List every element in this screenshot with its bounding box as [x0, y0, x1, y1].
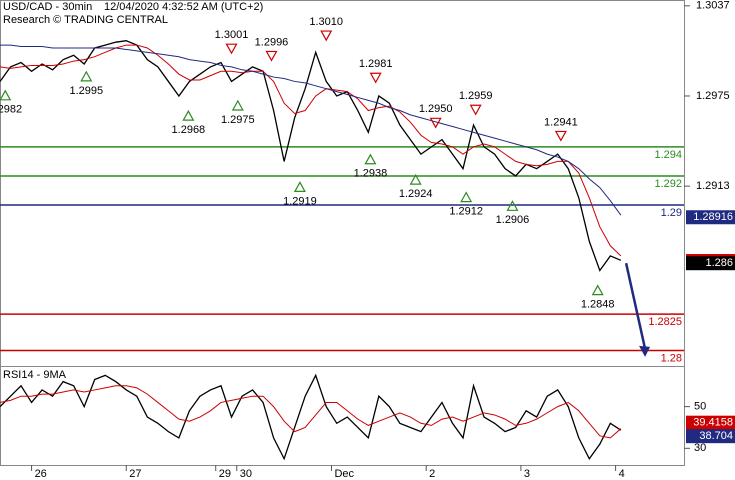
price-tag-label: 1.286: [705, 257, 733, 269]
marker-label: 1.2981: [359, 58, 393, 70]
series-line: [0, 44, 622, 257]
series-line: [0, 40, 622, 272]
level-label: 1.28: [661, 352, 682, 364]
y-tick-label: 50: [694, 401, 706, 413]
low-marker: [506, 200, 519, 211]
level-label: 1.29: [661, 207, 682, 219]
marker-label: 1.3001: [215, 29, 249, 41]
low-marker: [80, 70, 93, 82]
chart-title: USD/CAD - 30min: [3, 1, 92, 13]
x-tick-label: 26: [35, 468, 47, 480]
x-tick-label: 3: [524, 468, 530, 480]
low-marker: [460, 191, 473, 203]
series-line: [0, 44, 622, 216]
rsi-tag-label: 38.704: [699, 430, 733, 442]
marker-label: 1.2975: [221, 114, 255, 126]
timestamp: 12/04/2020 4:32:52 AM (UTC+2): [104, 1, 263, 13]
rsi-tag-label: 39.4158: [693, 417, 733, 429]
level-label: 1.2825: [648, 316, 682, 328]
forecast-arrowhead: [639, 345, 651, 357]
y-tick-label: 1.2913: [696, 180, 730, 192]
marker-label: 1.2919: [283, 195, 317, 207]
y-tick-label: 1.3037: [696, 0, 730, 12]
level-label: 1.294: [654, 149, 682, 161]
high-marker: [429, 117, 442, 129]
marker-label: 1.2848: [581, 299, 615, 311]
price-tag: [686, 210, 735, 225]
marker-label: 1.2912: [449, 205, 483, 217]
marker-label: 1.2941: [544, 116, 578, 128]
high-marker: [369, 72, 382, 84]
marker-label: 1.2950: [419, 103, 453, 115]
low-marker: [182, 109, 195, 121]
low-marker: [364, 153, 377, 165]
low-marker: [231, 99, 244, 111]
price-tag-label: 1.28916: [693, 211, 733, 223]
y-tick-label: 1.2975: [696, 90, 730, 102]
rsi-tag: [686, 429, 735, 444]
marker-label: 1.2924: [399, 188, 433, 200]
high-marker: [554, 130, 567, 142]
marker-label: 1.2995: [69, 85, 103, 97]
marker-label: 1.3010: [309, 16, 343, 28]
x-tick-label: 2: [429, 468, 435, 480]
marker-label: 1.2906: [496, 214, 530, 226]
price-tag: [686, 256, 735, 271]
high-marker: [265, 50, 278, 62]
chart-subtitle: Research © TRADING CENTRAL: [3, 14, 168, 26]
high-marker: [469, 104, 482, 116]
x-tick-label: 29: [219, 468, 231, 480]
marker-label: 1.2982: [0, 104, 22, 116]
low-marker: [409, 173, 422, 185]
low-marker: [293, 181, 306, 193]
marker-label: 1.2959: [459, 90, 493, 102]
marker-label: 1.2938: [354, 168, 388, 180]
rsi-title: RSI14 - 9MA: [3, 369, 67, 381]
high-marker: [320, 30, 333, 42]
series-line: [0, 385, 622, 439]
forecast-arrow: [624, 262, 647, 350]
low-marker: [591, 284, 604, 296]
level-label: 1.292: [654, 178, 682, 190]
marker-label: 1.2968: [172, 124, 206, 136]
low-marker: [0, 89, 12, 101]
x-tick-label: 4: [619, 468, 625, 480]
marker-label: 1.2996: [255, 36, 289, 48]
high-marker: [225, 43, 238, 55]
rsi-tag: [686, 415, 735, 430]
x-tick-label: Dec: [334, 468, 354, 480]
x-tick-label: 27: [129, 468, 141, 480]
y-tick-label: 30: [694, 442, 706, 454]
plot-frame: [0, 0, 685, 466]
x-tick-label: 30: [240, 468, 252, 480]
